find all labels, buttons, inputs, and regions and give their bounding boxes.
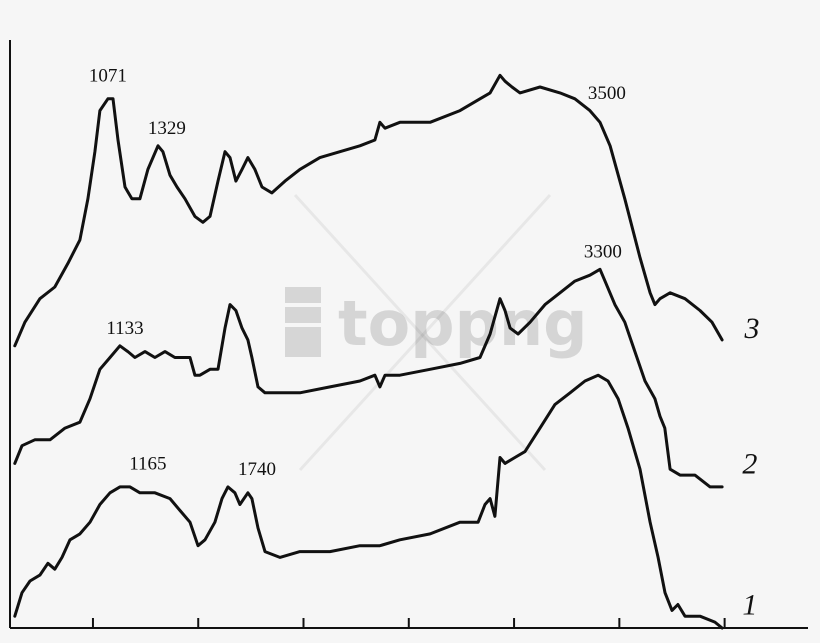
peak-label: 1133 bbox=[106, 318, 143, 339]
spectrum-curve-3 bbox=[13, 73, 724, 348]
series-group bbox=[13, 73, 724, 630]
peak-label: 1740 bbox=[238, 459, 276, 480]
curve-number-label: 1 bbox=[742, 588, 757, 621]
watermark: toppng bbox=[285, 193, 588, 472]
watermark-logo-icon bbox=[285, 287, 321, 303]
spectrum-curve-1 bbox=[13, 373, 724, 630]
peak-label: 1071 bbox=[89, 65, 127, 86]
curve-number-label: 2 bbox=[742, 447, 757, 480]
spectrum-curve-2 bbox=[13, 267, 724, 489]
axes bbox=[9, 40, 808, 629]
peak-label: 3500 bbox=[588, 83, 626, 104]
watermark-text: toppng bbox=[338, 287, 588, 360]
annotations: 1071 1329 1133 1165 1740 3500 3300 3 2 1 bbox=[89, 65, 760, 621]
peak-label: 1329 bbox=[148, 118, 186, 139]
peak-label: 3300 bbox=[584, 242, 622, 263]
peak-label: 1165 bbox=[129, 453, 166, 474]
curve-number-label: 3 bbox=[743, 312, 759, 345]
